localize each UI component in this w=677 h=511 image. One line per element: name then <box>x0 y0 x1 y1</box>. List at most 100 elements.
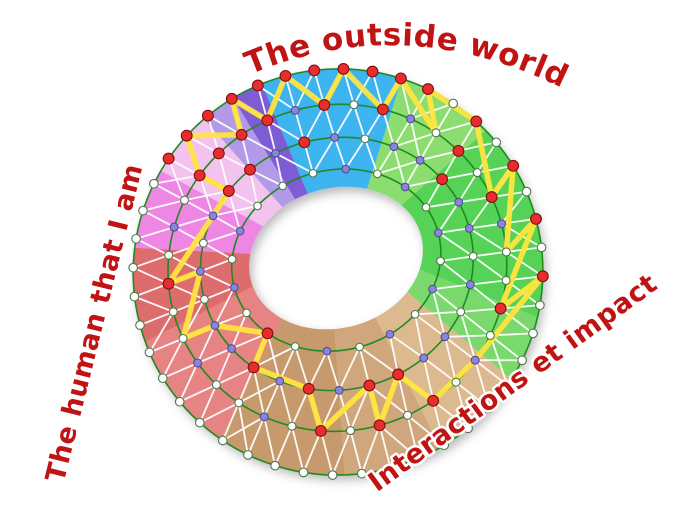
white-node <box>421 202 431 212</box>
mesh-edge <box>474 359 509 387</box>
mesh-edge <box>431 283 472 291</box>
mesh-edge <box>196 324 216 364</box>
mesh-edge <box>240 133 251 171</box>
white-node <box>385 463 396 473</box>
white-node <box>345 426 356 436</box>
mesh-edge <box>202 242 234 261</box>
red-node <box>376 103 389 116</box>
mesh-edge <box>221 401 240 442</box>
mesh-edge <box>414 313 425 359</box>
mesh-edge <box>406 414 420 460</box>
mesh-edge <box>274 152 314 175</box>
mesh-edge <box>358 346 371 387</box>
mesh-edge <box>469 279 508 286</box>
white-node <box>243 450 253 460</box>
mesh-edge <box>500 190 528 225</box>
mesh-edge <box>489 334 523 362</box>
white-node <box>463 423 473 434</box>
mesh-edge <box>206 114 243 136</box>
purple-node <box>235 226 245 236</box>
white-node <box>227 254 237 264</box>
sector <box>220 318 345 476</box>
mesh-edge <box>455 381 491 410</box>
mesh-edge <box>133 295 175 313</box>
white-node <box>168 307 178 317</box>
mesh-edge <box>202 230 242 245</box>
mesh-edge <box>263 415 277 467</box>
mesh-edge <box>439 260 472 286</box>
white-node <box>536 242 547 253</box>
purple-node <box>193 358 203 368</box>
mesh-edge <box>183 199 214 217</box>
white-node <box>517 355 527 366</box>
mesh-edge <box>331 429 352 477</box>
mesh-edge <box>173 214 214 229</box>
white-node <box>373 169 382 179</box>
mesh-edge <box>302 429 322 474</box>
mesh-edge <box>303 104 326 144</box>
white-node <box>290 342 300 351</box>
white-node <box>128 262 139 273</box>
sector <box>334 317 440 475</box>
white-node <box>198 238 208 248</box>
white-node <box>179 195 190 205</box>
red-node <box>394 72 407 85</box>
mesh-edge <box>290 387 310 428</box>
mesh-edge <box>435 102 455 134</box>
mesh-edge <box>135 226 176 240</box>
mesh-edge <box>437 231 475 258</box>
mesh-edge <box>278 380 293 428</box>
purple-node <box>428 284 437 294</box>
mesh-edge <box>360 424 381 475</box>
white-node <box>131 233 141 244</box>
red-node <box>530 212 542 225</box>
red-node <box>422 83 434 96</box>
wheel-layers <box>128 62 549 480</box>
white-node <box>485 330 495 340</box>
red-node <box>261 327 274 340</box>
mesh-edge <box>142 199 186 212</box>
mesh-edge <box>393 117 412 148</box>
mesh-edge <box>135 237 170 257</box>
mesh-edge <box>196 347 233 364</box>
white-node <box>135 320 145 330</box>
mesh-edge <box>364 137 379 175</box>
mesh-edge <box>441 171 479 181</box>
mesh-edge <box>376 159 422 175</box>
mesh-edge <box>142 209 176 229</box>
white-node <box>327 470 338 480</box>
white-node <box>270 460 280 471</box>
white-node <box>456 307 466 317</box>
white-node <box>164 250 174 260</box>
mesh-edge <box>474 359 491 410</box>
mesh-edge <box>378 424 392 470</box>
red-node <box>494 302 507 315</box>
red-node <box>452 144 465 157</box>
mesh-edge <box>249 168 259 207</box>
white-node <box>149 178 159 189</box>
mesh-edge <box>443 335 477 362</box>
mesh-edge <box>437 227 471 234</box>
mesh-edge <box>455 381 470 430</box>
purple-node <box>341 164 351 174</box>
mesh-edge <box>404 159 422 188</box>
mesh-edge <box>198 383 218 424</box>
mesh-edge <box>148 310 175 354</box>
white-node <box>402 410 413 420</box>
mesh-edge <box>397 373 409 417</box>
mesh-edge <box>213 286 236 327</box>
mesh-edge <box>263 380 281 418</box>
purple-node <box>385 329 395 339</box>
mesh-edge <box>378 424 420 460</box>
mesh-edge <box>213 311 248 327</box>
purple-node <box>334 385 344 395</box>
mesh-edge <box>161 337 185 380</box>
white-node <box>484 403 495 414</box>
purple-node <box>464 223 474 233</box>
mesh-edge <box>333 136 347 170</box>
white-node <box>199 294 209 304</box>
white-node <box>501 247 511 257</box>
red-node <box>485 191 498 204</box>
purple-node <box>227 344 237 354</box>
